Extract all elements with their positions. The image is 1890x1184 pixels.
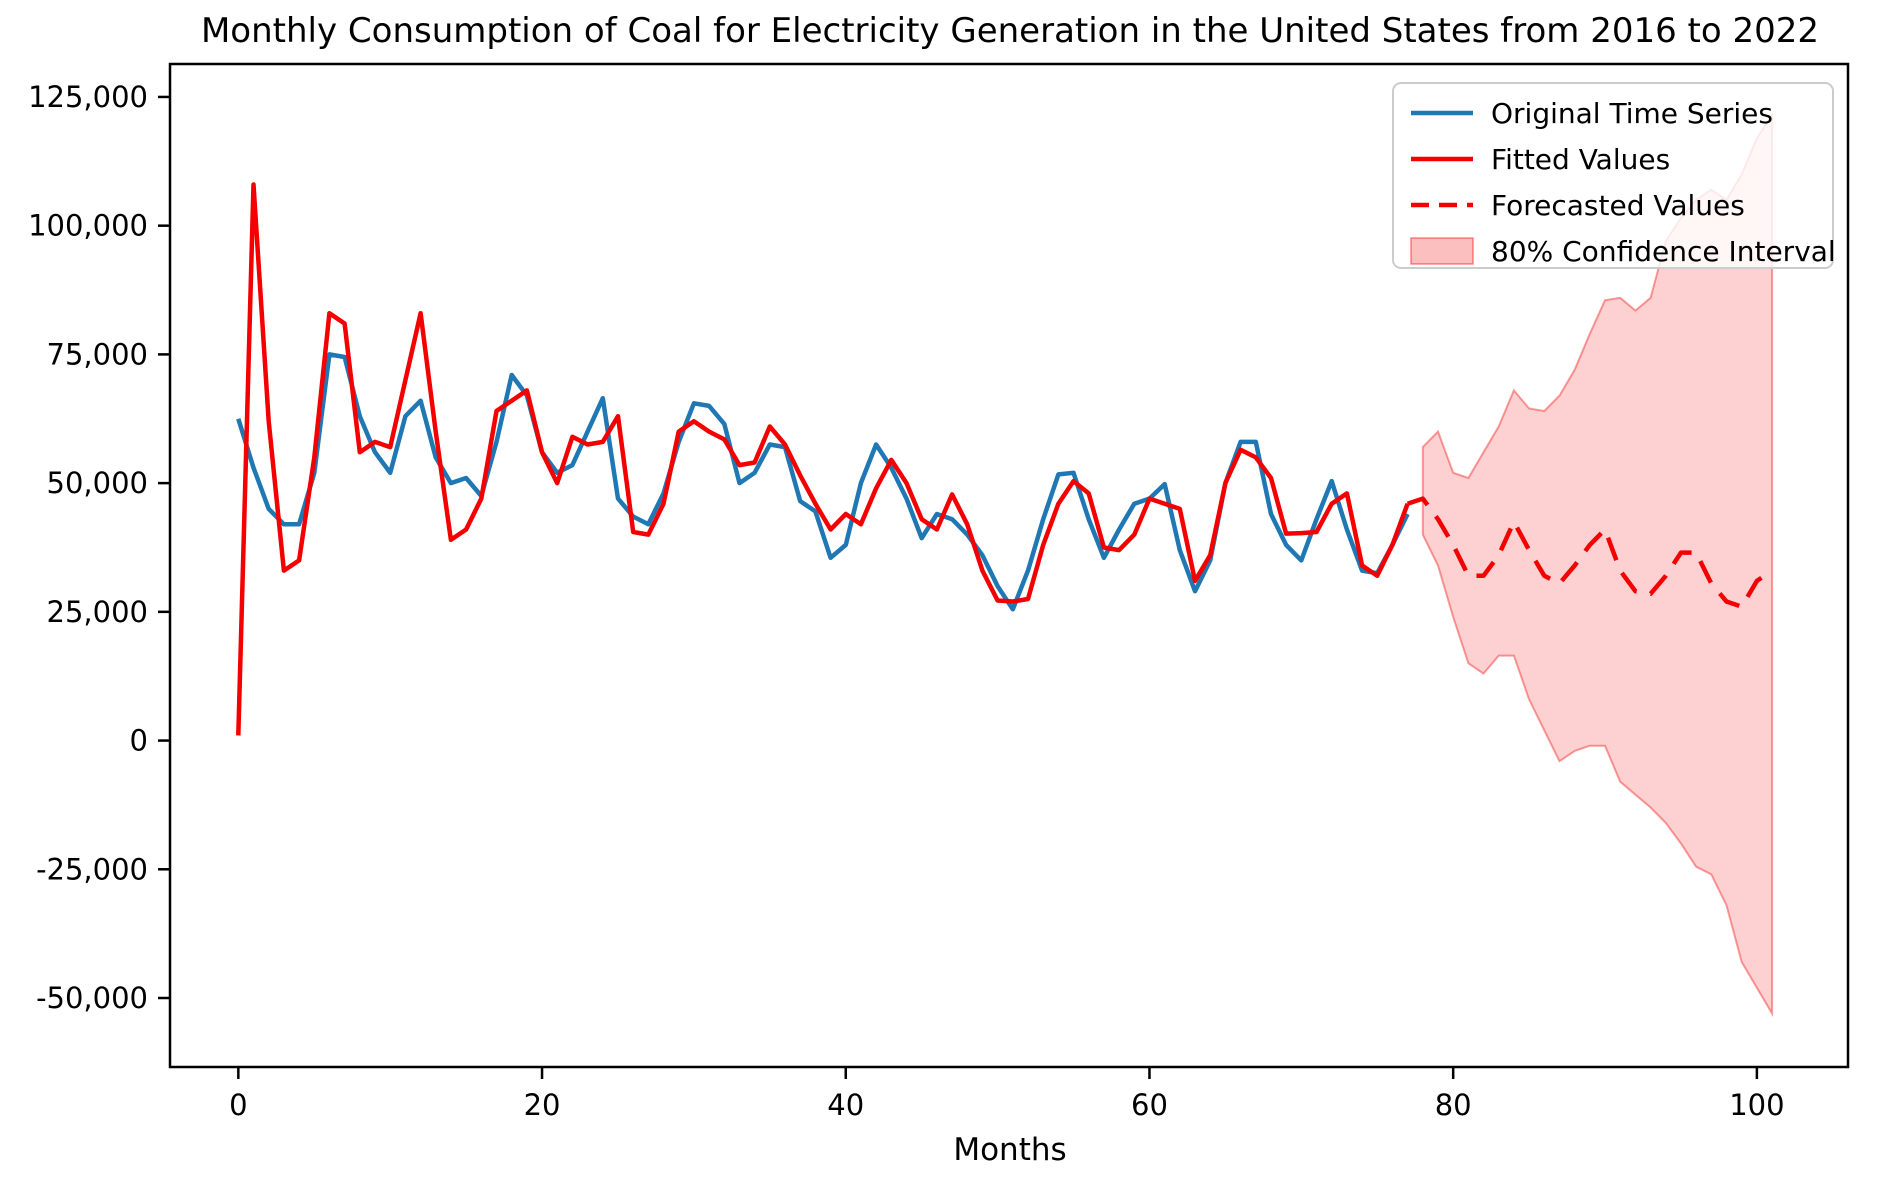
y-tick-label: -50,000: [36, 981, 148, 1015]
original-series-line: [236, 352, 1410, 612]
legend-label: Forecasted Values: [1491, 189, 1745, 222]
x-tick-label: 0: [229, 1088, 247, 1122]
y-tick-label: -25,000: [36, 852, 148, 886]
legend-item: Original Time Series: [1411, 97, 1773, 130]
series-line-layer: [236, 182, 1774, 736]
legend-label: 80% Confidence Interval: [1491, 235, 1836, 268]
y-tick-label: 25,000: [47, 595, 148, 629]
chart-title: Monthly Consumption of Coal for Electric…: [201, 11, 1819, 51]
legend-item: Fitted Values: [1411, 143, 1670, 176]
x-tick-label: 100: [1729, 1088, 1784, 1122]
legend-box: [1392, 82, 1834, 269]
fitted-values-line: [236, 182, 1410, 736]
legend-label: Fitted Values: [1491, 143, 1670, 176]
legend-item: 80% Confidence Interval: [1410, 235, 1836, 268]
y-tick-label: 0: [130, 724, 148, 758]
x-tick-label: 20: [524, 1088, 561, 1122]
y-tick-label: 50,000: [47, 466, 148, 500]
legend-ci-swatch: [1410, 237, 1474, 265]
x-tick-label: 80: [1435, 1088, 1472, 1122]
legend-label: Original Time Series: [1491, 97, 1773, 130]
confidence-interval-band: [1421, 111, 1774, 1018]
plot-border: [168, 62, 1850, 1069]
legend: Original Time Series Fitted Values Forecas…: [1392, 82, 1836, 269]
y-tick-label: 125,000: [28, 80, 148, 114]
y-tick-label: 75,000: [47, 337, 148, 371]
axis-layer: 0 20 40 60 80 100 125,000 100,000 75,000 50,000 25…: [28, 62, 1850, 1122]
legend-item: Forecasted Values: [1411, 189, 1745, 222]
forecast-line: [1406, 496, 1774, 609]
x-tick-label: 40: [827, 1088, 864, 1122]
y-tick-label: 100,000: [28, 209, 148, 243]
confidence-band-layer: [1421, 111, 1774, 1018]
x-axis-label: Months: [953, 1132, 1066, 1168]
x-tick-label: 60: [1131, 1088, 1168, 1122]
